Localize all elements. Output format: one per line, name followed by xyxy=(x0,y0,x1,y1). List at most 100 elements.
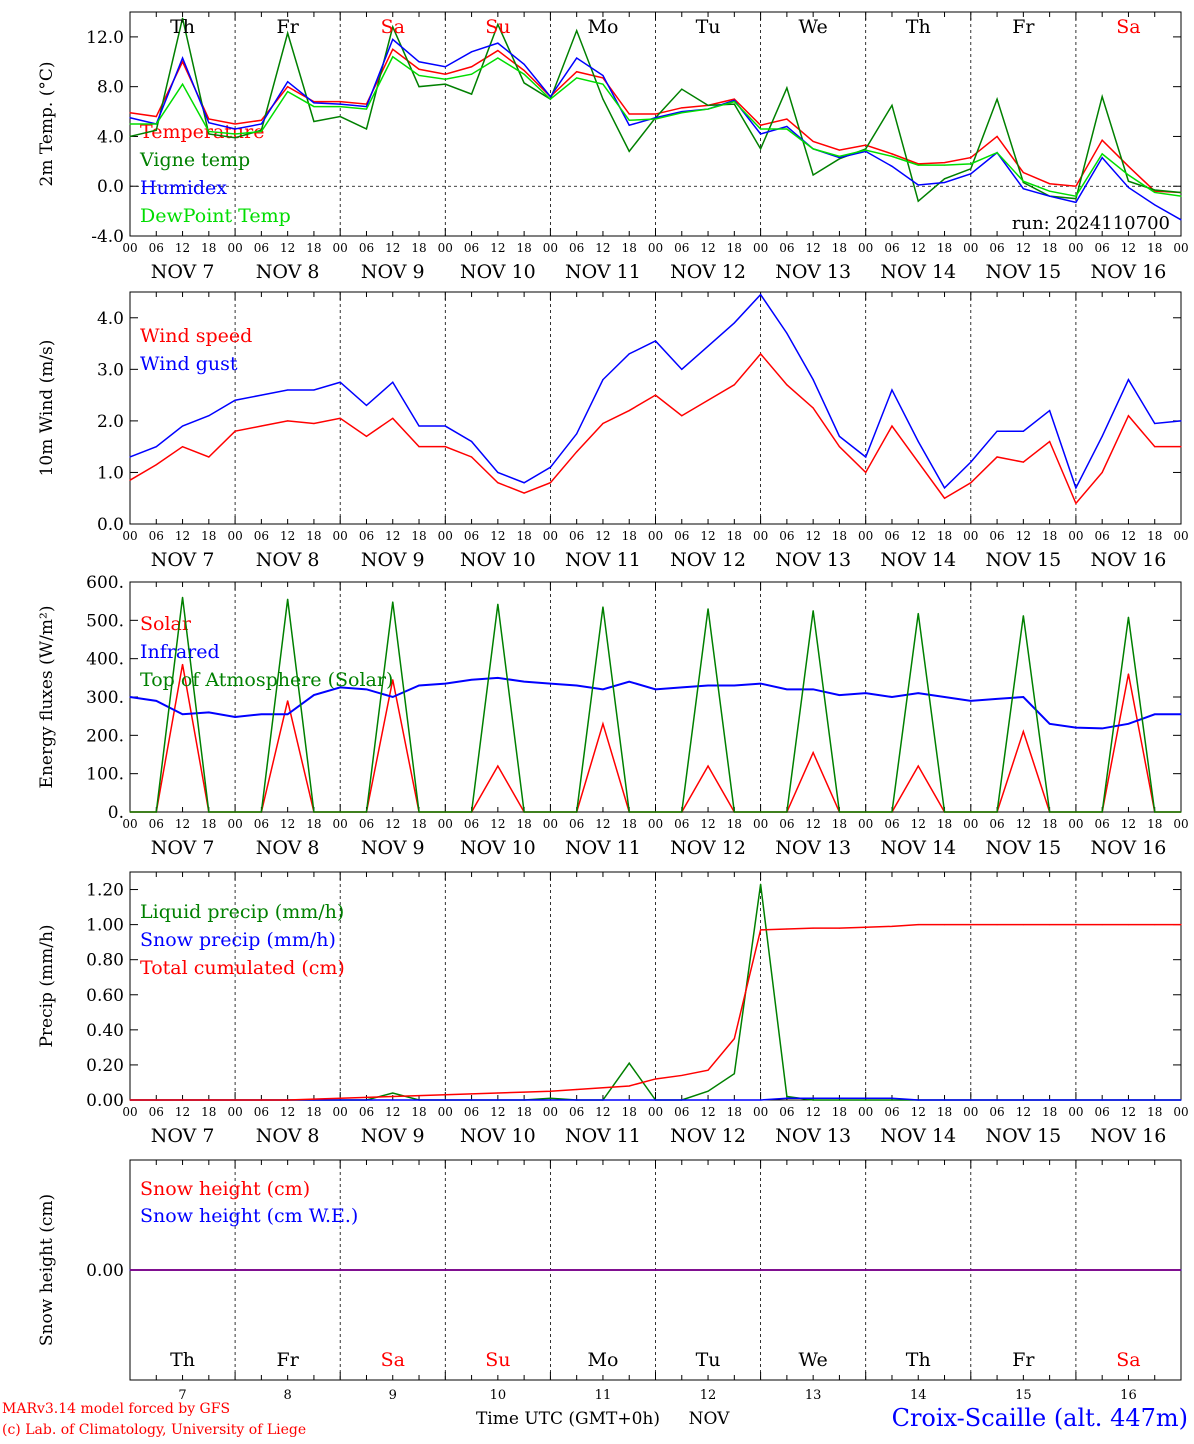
legend-entry: Wind gust xyxy=(140,353,238,375)
data-point xyxy=(260,394,262,396)
data-point xyxy=(155,700,157,702)
data-point xyxy=(1154,191,1156,194)
data-point xyxy=(287,81,289,83)
data-point xyxy=(602,74,604,77)
day-abbr: Tu xyxy=(696,1349,721,1371)
data-point xyxy=(1022,171,1024,174)
data-point xyxy=(549,466,552,468)
date-label: NOV 8 xyxy=(256,1125,320,1147)
data-point xyxy=(760,148,762,150)
hour-label: 06 xyxy=(884,1105,899,1119)
data-point xyxy=(891,155,893,157)
data-point xyxy=(1180,191,1182,194)
data-point xyxy=(760,133,762,135)
data-point xyxy=(786,87,788,89)
hour-label: 06 xyxy=(359,1105,374,1119)
hour-label: 00 xyxy=(1173,817,1188,831)
data-point xyxy=(786,332,788,334)
data-point xyxy=(1127,673,1130,675)
hour-label: 00 xyxy=(543,1105,558,1119)
data-point xyxy=(155,115,157,118)
data-point xyxy=(838,927,841,929)
hour-label: 18 xyxy=(832,817,847,831)
y-tick-label: 200. xyxy=(86,726,124,746)
legend-entry: Liquid precip (mm/h) xyxy=(140,901,344,923)
data-point xyxy=(129,1099,131,1101)
data-point xyxy=(733,98,735,100)
hour-label: 12 xyxy=(1121,1105,1136,1119)
data-point xyxy=(418,1095,420,1097)
data-point xyxy=(760,293,762,296)
day-abbr: Sa xyxy=(1116,16,1140,38)
hour-label: 06 xyxy=(779,529,794,543)
data-point xyxy=(260,713,262,715)
data-point xyxy=(1022,696,1024,698)
data-point xyxy=(786,811,788,813)
data-point xyxy=(1127,616,1130,618)
hour-label: 18 xyxy=(622,241,637,255)
hour-label: 18 xyxy=(411,529,426,543)
data-point xyxy=(549,811,552,813)
hour-label: 06 xyxy=(149,817,164,831)
data-point xyxy=(549,96,552,98)
data-point xyxy=(392,48,394,50)
day-abbr: Th xyxy=(170,1349,195,1371)
hour-label: 18 xyxy=(727,817,742,831)
run-label: run: 2024110700 xyxy=(1012,213,1170,234)
data-point xyxy=(339,811,341,813)
y-tick-label: 1.20 xyxy=(86,881,124,901)
hour-label: 06 xyxy=(1095,817,1110,831)
data-point xyxy=(339,1097,341,1099)
date-label: NOV 13 xyxy=(775,837,851,859)
data-point xyxy=(628,811,630,813)
data-point xyxy=(497,49,499,52)
data-point xyxy=(444,83,446,85)
day-number: 12 xyxy=(700,1388,717,1403)
data-point xyxy=(260,1099,262,1101)
date-label: NOV 16 xyxy=(1091,261,1167,283)
data-point xyxy=(628,1099,630,1101)
data-point xyxy=(470,51,473,53)
date-label: NOV 16 xyxy=(1091,549,1167,571)
hour-label: 06 xyxy=(359,241,374,255)
day-number: 11 xyxy=(595,1388,612,1403)
data-point xyxy=(470,811,473,813)
data-point xyxy=(576,77,578,79)
data-point xyxy=(365,128,368,130)
hour-label: 00 xyxy=(227,241,242,255)
data-point xyxy=(418,68,420,70)
data-point xyxy=(234,128,236,130)
hour-label: 00 xyxy=(753,529,768,543)
date-label: NOV 10 xyxy=(460,837,536,859)
hour-label: 00 xyxy=(122,1105,137,1119)
data-point xyxy=(838,435,841,437)
hour-label: 12 xyxy=(280,1105,295,1119)
data-point xyxy=(917,612,919,615)
y-tick-label: 0.00 xyxy=(86,1261,124,1281)
day-abbr: Mo xyxy=(587,16,618,38)
data-point xyxy=(365,1099,368,1101)
data-point xyxy=(365,1096,368,1098)
data-point xyxy=(444,1099,446,1101)
hour-label: 12 xyxy=(1121,817,1136,831)
hour-label: 18 xyxy=(411,1105,426,1119)
day-abbr: Th xyxy=(906,16,931,38)
hour-label: 18 xyxy=(937,529,952,543)
hour-label: 06 xyxy=(674,1105,689,1119)
data-point xyxy=(917,765,919,767)
date-label: NOV 9 xyxy=(361,261,425,283)
data-point xyxy=(234,133,236,135)
data-point xyxy=(681,112,683,114)
data-point xyxy=(365,811,368,813)
data-point xyxy=(970,168,972,170)
hour-label: 18 xyxy=(832,529,847,543)
hour-label: 12 xyxy=(490,529,505,543)
data-point xyxy=(1101,435,1103,437)
data-point xyxy=(996,1099,998,1101)
data-point xyxy=(891,389,893,391)
data-point xyxy=(1127,1099,1130,1101)
data-point xyxy=(497,482,499,484)
hour-label: 12 xyxy=(1016,529,1031,543)
data-point xyxy=(1075,487,1077,489)
hour-label: 00 xyxy=(858,529,873,543)
